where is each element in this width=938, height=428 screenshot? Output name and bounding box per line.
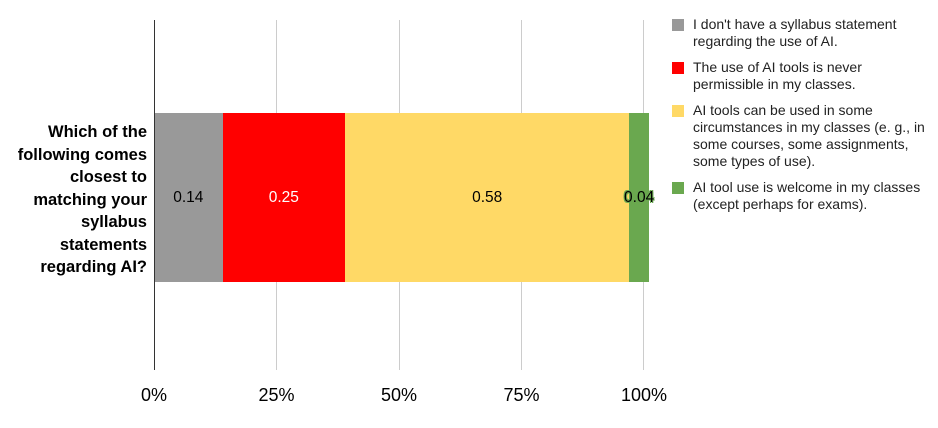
- legend-label: AI tools can be used in some circumstanc…: [693, 102, 925, 169]
- legend-label: The use of AI tools is never permissible…: [693, 59, 862, 92]
- y-axis-category-label: Which of the following comes closest to …: [17, 123, 147, 276]
- legend-label: AI tool use is welcome in my classes (ex…: [693, 179, 921, 212]
- legend-item: AI tool use is welcome in my classes (ex…: [672, 179, 932, 213]
- data-label: 0.04: [624, 188, 655, 206]
- legend-swatch-icon: [672, 105, 684, 117]
- data-label: 0.58: [472, 188, 503, 206]
- legend-label: I don't have a syllabus statement regard…: [693, 16, 897, 49]
- stacked-bar: 0.14 0.25 0.58 0.04: [154, 113, 654, 282]
- y-axis-line: [154, 20, 155, 370]
- legend-swatch-icon: [672, 182, 684, 194]
- x-tick-label: 75%: [503, 385, 540, 405]
- bar-segment-1: 0.25: [222, 113, 346, 282]
- x-tick-label: 100%: [620, 385, 668, 405]
- plot-area: 0.14 0.25 0.58 0.04: [154, 20, 654, 370]
- data-label: 0.25: [268, 188, 299, 206]
- x-tick-label: 50%: [380, 385, 418, 405]
- legend-item: AI tools can be used in some circumstanc…: [672, 102, 932, 170]
- data-label: 0.14: [173, 188, 204, 206]
- bar-segment-2: 0.58: [345, 113, 630, 282]
- x-tick-label: 0%: [140, 385, 168, 405]
- bar-segment-0: 0.14: [154, 113, 223, 282]
- legend: I don't have a syllabus statement regard…: [672, 16, 932, 222]
- legend-swatch-icon: [672, 62, 684, 74]
- legend-swatch-icon: [672, 19, 684, 31]
- legend-item: The use of AI tools is never permissible…: [672, 59, 932, 93]
- x-tick-label: 25%: [258, 385, 295, 405]
- legend-item: I don't have a syllabus statement regard…: [672, 16, 932, 50]
- bar-segment-3: 0.04: [624, 113, 654, 282]
